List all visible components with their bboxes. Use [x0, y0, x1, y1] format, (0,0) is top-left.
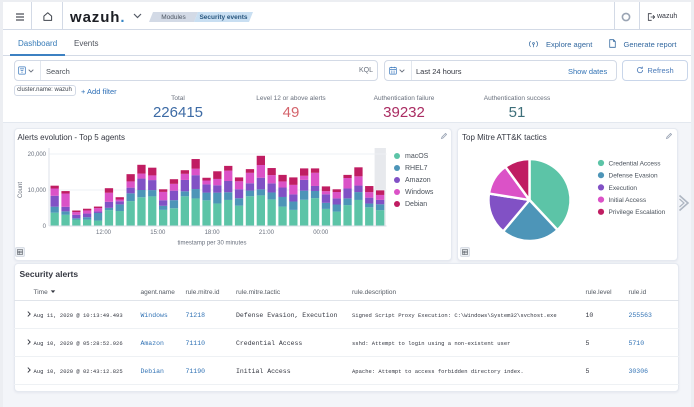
svg-text:macOS: macOS	[405, 153, 429, 160]
svg-text:timestamp per 30 minutes: timestamp per 30 minutes	[177, 240, 246, 246]
svg-text:20,000: 20,000	[27, 152, 46, 158]
svg-text:21:00: 21:00	[258, 230, 274, 236]
svg-text:Windows: Windows	[405, 189, 434, 196]
svg-text:10,000: 10,000	[27, 188, 46, 194]
svg-text:12:00: 12:00	[95, 230, 111, 236]
svg-text:Debian: Debian	[405, 201, 427, 208]
svg-text:18:00: 18:00	[204, 230, 220, 236]
svg-text:Initial Access: Initial Access	[608, 197, 646, 204]
svg-text:Amazon: Amazon	[405, 177, 431, 184]
svg-text:0: 0	[42, 224, 46, 230]
svg-text:Credential Access: Credential Access	[608, 160, 661, 167]
svg-text:Defense Evasion: Defense Evasion	[608, 172, 658, 179]
svg-text:Privilege Escalation: Privilege Escalation	[608, 209, 665, 216]
svg-text:Count: Count	[18, 181, 24, 197]
svg-text:Execution: Execution	[608, 184, 637, 191]
svg-text:00:00: 00:00	[313, 230, 329, 236]
svg-text:15:00: 15:00	[150, 230, 166, 236]
svg-text:RHEL7: RHEL7	[405, 165, 428, 172]
